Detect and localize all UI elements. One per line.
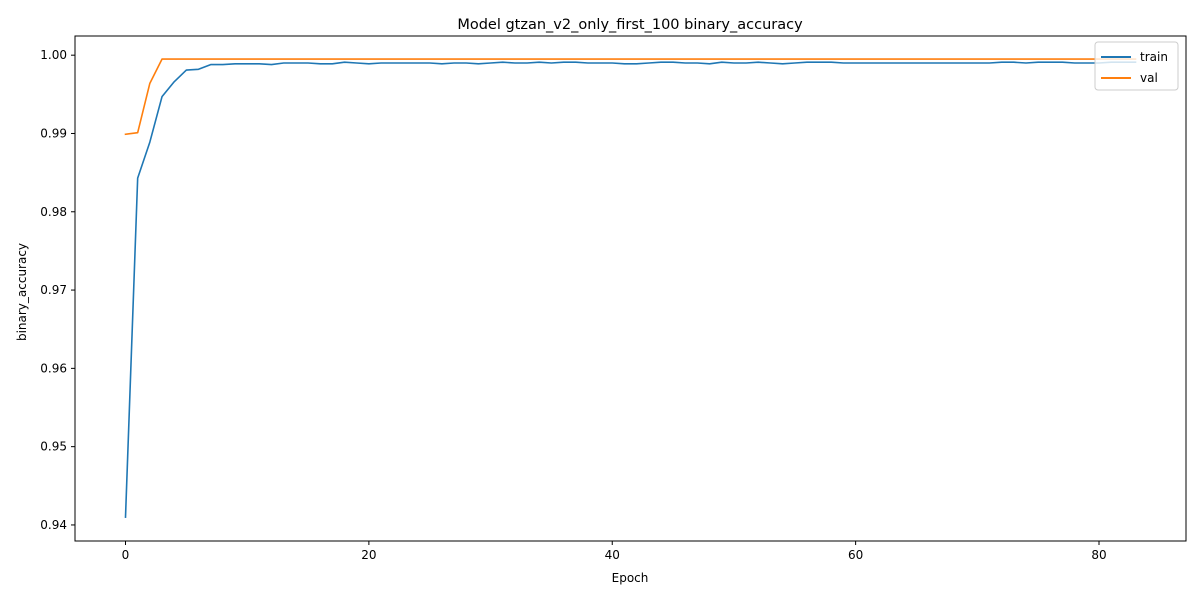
legend-label-train: train (1140, 50, 1168, 64)
y-axis: 0.94 0.95 0.96 0.97 0.98 0.99 1.00 (40, 48, 75, 532)
series-line-train (124, 61, 1137, 518)
y-tick-label: 1.00 (40, 48, 67, 62)
y-tick-label: 0.94 (40, 518, 67, 532)
y-tick-label: 0.97 (40, 283, 67, 297)
y-tick-label: 0.99 (40, 126, 67, 140)
plot-area-frame (74, 35, 1187, 542)
x-tick-label: 80 (1091, 548, 1106, 562)
series-layer (124, 58, 1137, 518)
series-line-val (124, 58, 1137, 136)
x-tick-label: 0 (122, 548, 130, 562)
y-tick-label: 0.95 (40, 440, 67, 454)
y-axis-label: binary_accuracy (15, 243, 29, 341)
legend: train val (1094, 41, 1179, 91)
y-tick-label: 0.98 (40, 205, 67, 219)
x-tick-label: 20 (361, 548, 376, 562)
y-tick-label: 0.96 (40, 361, 67, 375)
x-tick-label: 40 (605, 548, 620, 562)
chart-title: Model gtzan_v2_only_first_100 binary_acc… (457, 17, 803, 33)
x-tick-label: 60 (848, 548, 863, 562)
x-axis: 0 20 40 60 80 (122, 541, 1107, 562)
x-axis-label: Epoch (612, 571, 649, 585)
legend-label-val: val (1140, 71, 1158, 85)
